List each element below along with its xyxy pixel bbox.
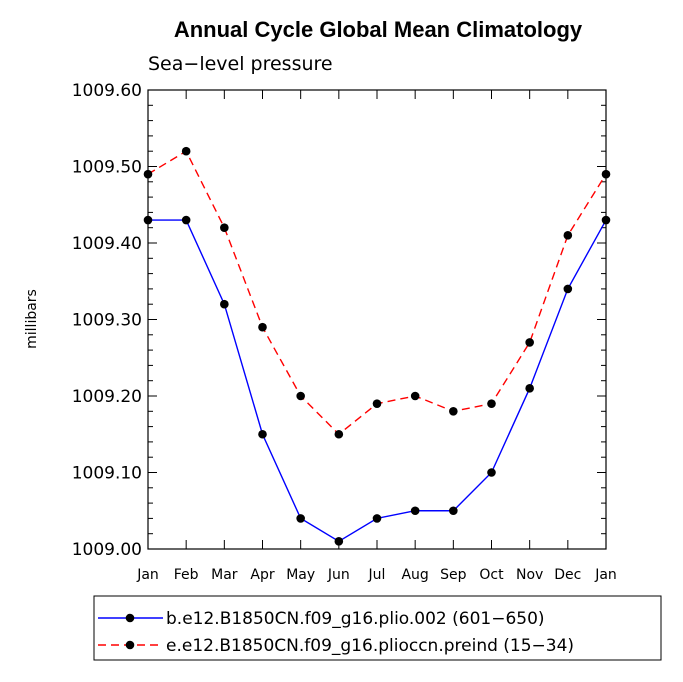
series-1-point: [525, 384, 534, 393]
series-line-1: [148, 219, 607, 543]
legend-label-2: e.e12.B1850CN.f09_g16.plioccn.preind (15…: [166, 636, 574, 656]
chart-title: Annual Cycle Global Mean Climatology: [174, 17, 583, 42]
legend: b.e12.B1850CN.f09_g16.plio.002 (601−650)…: [93, 595, 662, 661]
series-2-point: [487, 399, 496, 408]
series-1-point: [220, 299, 229, 309]
series-1-point: [181, 215, 191, 225]
x-tick-label: Nov: [516, 567, 543, 583]
y-tick-label: 1009.40: [72, 234, 142, 254]
y-tick-label: 1009.10: [72, 464, 142, 484]
y-tick-label: 1009.30: [72, 311, 142, 331]
series-2-point: [563, 231, 573, 240]
series-1-point: [487, 468, 496, 477]
series-1-point: [296, 514, 305, 523]
x-tick-label: Jul: [368, 567, 386, 583]
series-1-point: [143, 215, 153, 225]
series-2-point: [258, 322, 267, 332]
legend-box: [93, 595, 662, 661]
x-tick-label: Oct: [479, 567, 504, 583]
plot-frame: [147, 89, 607, 550]
plot-area: 1009.00 1009.10 1009.20 1009.30 1009.40 1009.…: [72, 81, 617, 583]
series-2-point: [334, 429, 344, 439]
series-line-2: [147, 150, 607, 436]
series-2-point: [410, 391, 420, 401]
y-tick-label: 1009.00: [72, 540, 142, 560]
legend-marker-2: [125, 640, 135, 650]
series-2-point: [143, 169, 153, 179]
series-1-point: [258, 429, 267, 439]
x-tick-label: Dec: [554, 567, 581, 583]
x-tick-label: May: [286, 567, 315, 583]
y-axis-label: millibars: [24, 289, 40, 349]
series-1-point: [563, 284, 573, 294]
series-2-point: [525, 338, 534, 347]
series-1-point: [601, 215, 611, 225]
y-tick-label: 1009.60: [72, 81, 142, 101]
chart-subtitle: Sea−level pressure: [148, 53, 333, 75]
series-2-point: [181, 146, 191, 156]
series-1-point: [372, 514, 382, 523]
y-tick-label: 1009.20: [72, 387, 142, 407]
y-tick-label: 1009.50: [72, 158, 142, 178]
series-2-point: [449, 407, 458, 416]
legend-marker-1: [125, 613, 135, 623]
legend-label-1: b.e12.B1850CN.f09_g16.plio.002 (601−650): [166, 609, 545, 629]
series-1-point: [449, 506, 458, 516]
series-2-point: [296, 391, 305, 401]
x-tick-label: Mar: [211, 567, 238, 583]
series-1-point: [334, 537, 344, 546]
x-tick-label: Aug: [401, 567, 428, 583]
x-tick-label: Jan: [136, 567, 159, 583]
x-tick-label: Jun: [327, 567, 350, 583]
x-tick-label: Jan: [594, 567, 617, 583]
series-2-point: [601, 169, 611, 179]
series-1-point: [410, 506, 420, 516]
series-2-point: [220, 223, 229, 232]
series-2-point: [372, 399, 382, 408]
x-tick-label: Sep: [440, 567, 467, 583]
x-tick-label: Apr: [250, 567, 274, 583]
x-tick-label: Feb: [174, 567, 199, 583]
